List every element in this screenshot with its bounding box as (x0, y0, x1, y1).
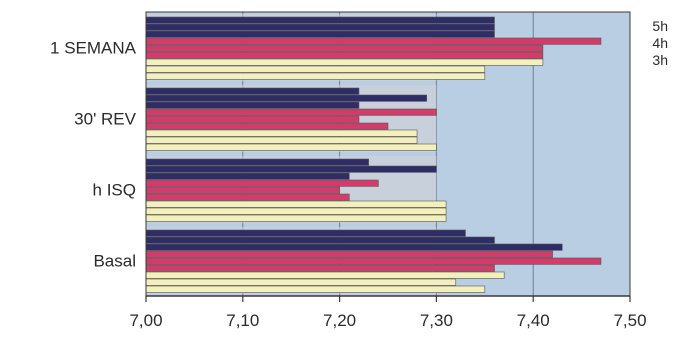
category-label: 30' REV (74, 110, 136, 129)
bar (145, 193, 350, 201)
bar (145, 129, 418, 137)
category-label: h ISQ (93, 181, 136, 200)
bar (145, 143, 437, 151)
bar (145, 271, 505, 279)
bar (145, 243, 563, 251)
legend-label: 3h (652, 52, 668, 68)
bar (145, 37, 602, 45)
bar (145, 115, 360, 123)
bar (145, 236, 495, 244)
legend-label: 5h (652, 18, 668, 34)
bar (145, 94, 428, 102)
bar (145, 30, 495, 38)
bar (145, 122, 389, 130)
bar (145, 264, 495, 272)
bar (145, 58, 544, 66)
bar (145, 186, 340, 194)
x-tick-label: 7,30 (420, 311, 453, 330)
category-label: 1 SEMANA (50, 39, 137, 58)
bar (145, 87, 360, 95)
bar (145, 16, 495, 24)
legend-label: 4h (652, 35, 668, 51)
bar (145, 250, 553, 258)
bar (145, 207, 447, 215)
bar (145, 136, 418, 144)
x-tick-label: 7,00 (129, 311, 162, 330)
bar (145, 165, 437, 173)
bar (145, 108, 437, 116)
bar (145, 72, 486, 80)
bar (145, 200, 447, 208)
bar (145, 23, 495, 31)
bar (145, 158, 369, 166)
x-tick-label: 7,20 (323, 311, 356, 330)
category-label: Basal (93, 252, 136, 271)
bar (145, 285, 486, 293)
x-tick-label: 7,50 (613, 311, 646, 330)
bar (145, 172, 350, 180)
bar (145, 214, 447, 222)
bar (145, 179, 379, 187)
bar (145, 278, 457, 286)
x-tick-label: 7,10 (226, 311, 259, 330)
bar (145, 65, 486, 73)
bar (145, 101, 360, 109)
bar (145, 229, 466, 237)
x-tick-label: 7,40 (517, 311, 550, 330)
bar (145, 51, 544, 59)
bar (145, 44, 544, 52)
bar (145, 257, 602, 265)
